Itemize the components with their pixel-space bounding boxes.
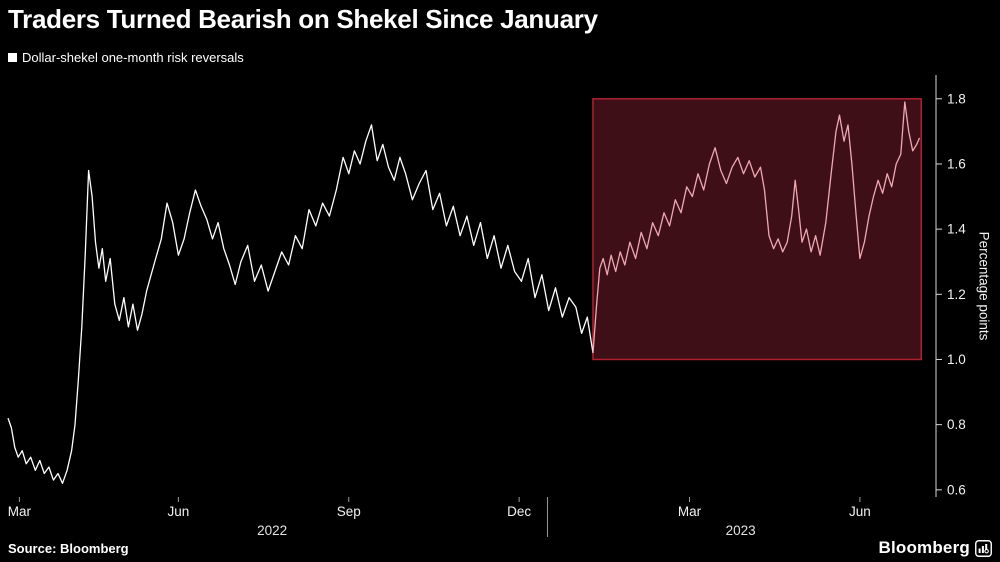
footer: Source: Bloomberg Bloomberg [8,538,992,558]
source-label: Source: Bloomberg [8,540,129,556]
x-tick-label: Dec [507,504,531,519]
y-tick-label: 0.8 [947,417,966,432]
bloomberg-logo-icon [975,539,992,557]
x-tick-label: Jun [849,504,871,519]
x-tick-label: Jun [167,504,189,519]
year-label: 2022 [257,523,287,538]
y-tick-label: 1.0 [947,352,966,367]
x-tick-label: Mar [678,504,702,519]
year-label: 2023 [726,523,756,538]
y-axis-title: Percentage points [976,231,992,341]
y-tick-label: 1.2 [947,287,966,302]
legend: Dollar-shekel one-month risk reversals [8,50,244,65]
bloomberg-wordmark: Bloomberg [878,538,970,557]
y-tick-label: 1.8 [947,91,966,106]
y-tick-label: 1.6 [947,156,966,171]
legend-marker-icon [8,53,17,62]
y-tick-label: 0.6 [947,482,966,497]
x-tick-label: Mar [8,504,32,519]
y-tick-label: 1.4 [947,222,966,237]
series-line-since-january [592,101,921,354]
series-line-pre-january [7,124,594,484]
legend-label: Dollar-shekel one-month risk reversals [22,50,244,65]
chart-title: Traders Turned Bearish on Shekel Since J… [8,4,598,34]
highlight-region [592,98,922,361]
x-tick-label: Sep [337,504,361,519]
bloomberg-logo: Bloomberg [878,538,992,558]
